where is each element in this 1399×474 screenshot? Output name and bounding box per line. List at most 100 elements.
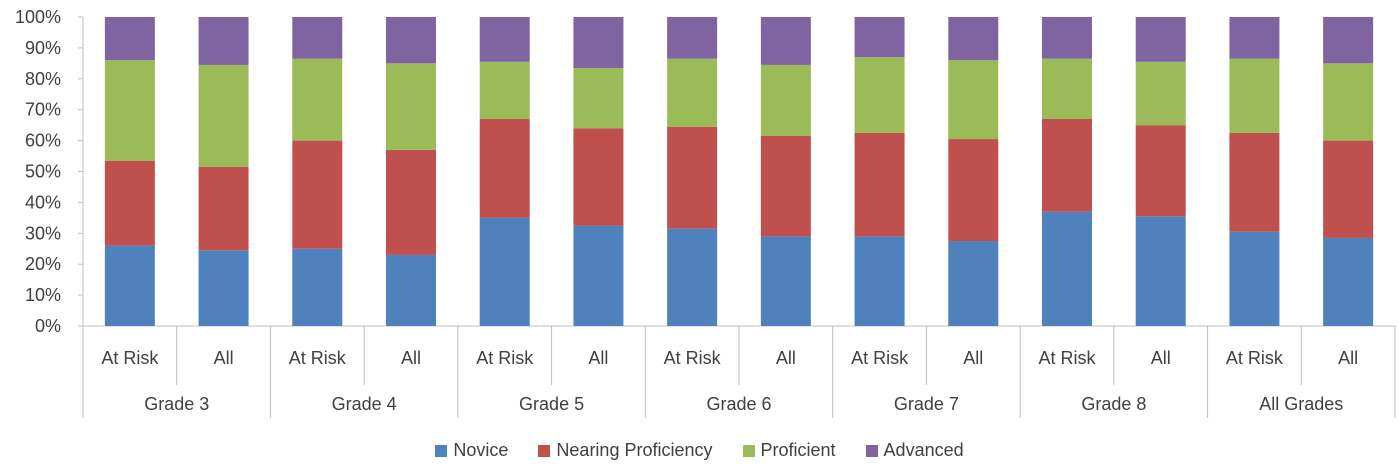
legend-swatch [435, 444, 448, 457]
y-tick-label: 90% [25, 38, 61, 58]
legend-swatch [742, 444, 755, 457]
legend-label: Nearing Proficiency [556, 440, 713, 460]
bar-segment-advanced [573, 17, 624, 68]
y-tick-label: 30% [25, 223, 61, 243]
bar-segment-proficient [1229, 58, 1280, 133]
x-group-label: All Grades [1259, 394, 1343, 414]
bar-segment-novice [1323, 237, 1374, 326]
bar-segment-nearing-proficiency [292, 140, 343, 249]
bar-segment-advanced [1323, 17, 1374, 64]
bar-segment-proficient [1042, 58, 1092, 119]
x-tick-label: All [1338, 348, 1358, 368]
legend-item-advanced: Advanced [865, 440, 964, 461]
bar-segment-novice [104, 245, 155, 326]
x-tick-label: All [963, 348, 983, 368]
bar-segment-proficient [1135, 61, 1186, 126]
bar-segment-novice [854, 236, 905, 326]
legend-label: Advanced [883, 440, 964, 460]
bar-segment-proficient [854, 57, 905, 133]
x-tick-label: At Risk [101, 348, 159, 368]
bar-segment-proficient [386, 63, 436, 150]
y-tick-label: 40% [25, 192, 61, 212]
x-group-label: Grade 5 [519, 394, 584, 414]
bar-segment-nearing-proficiency [1135, 125, 1186, 217]
y-tick-label: 70% [25, 100, 61, 120]
y-tick-label: 10% [25, 285, 61, 305]
bar-segment-proficient [292, 58, 343, 141]
bar-segment-novice [1042, 211, 1092, 326]
bar-segment-advanced [198, 17, 249, 65]
x-group-label: Grade 7 [894, 394, 959, 414]
bar-segment-nearing-proficiency [573, 128, 624, 226]
bar-segment-nearing-proficiency [104, 160, 155, 246]
bar-segment-nearing-proficiency [1042, 118, 1092, 212]
bar-segment-advanced [1135, 17, 1186, 62]
bar-segment-nearing-proficiency [1323, 140, 1374, 238]
legend-item-proficient: Proficient [742, 440, 836, 461]
bar-segment-proficient [573, 67, 624, 129]
bar-segment-nearing-proficiency [386, 149, 436, 255]
legend-item-novice: Novice [435, 440, 508, 461]
bar-segment-novice [573, 225, 624, 326]
x-tick-label: At Risk [664, 348, 722, 368]
bar-segment-proficient [198, 64, 249, 167]
x-group-label: Grade 8 [1081, 394, 1146, 414]
x-group-label: Grade 4 [332, 394, 397, 414]
legend-swatch [865, 444, 878, 457]
x-tick-label: All [401, 348, 421, 368]
bar-segment-novice [1135, 216, 1186, 326]
bar-segment-advanced [1229, 17, 1280, 59]
legend-label: Novice [453, 440, 509, 460]
bar-segment-nearing-proficiency [854, 132, 905, 237]
bar-segment-novice [1229, 231, 1280, 326]
bar-segment-proficient [479, 61, 530, 119]
x-tick-label: At Risk [476, 348, 534, 368]
bar-segment-advanced [854, 17, 905, 58]
y-tick-label: 60% [25, 131, 61, 151]
bar-segment-novice [479, 217, 530, 326]
bar-segment-advanced [292, 17, 343, 59]
bar-segment-proficient [667, 58, 718, 127]
bar-segment-nearing-proficiency [760, 135, 811, 237]
bar-segment-advanced [1042, 17, 1092, 59]
x-tick-label: At Risk [1226, 348, 1284, 368]
bar-segment-nearing-proficiency [479, 118, 530, 218]
y-tick-label: 20% [25, 254, 61, 274]
bar-segment-novice [667, 228, 718, 326]
legend-swatch [538, 444, 551, 457]
bar-segment-nearing-proficiency [1229, 132, 1280, 232]
x-tick-label: At Risk [289, 348, 347, 368]
y-tick-label: 100% [15, 7, 61, 27]
bar-segment-novice [198, 250, 249, 326]
bar-segment-advanced [386, 17, 436, 64]
x-group-label: Grade 6 [706, 394, 771, 414]
bar-segment-proficient [948, 60, 999, 140]
y-tick-label: 0% [35, 316, 61, 336]
x-tick-label: All [1151, 348, 1171, 368]
legend-label: Proficient [760, 440, 836, 460]
y-tick-label: 50% [25, 162, 61, 182]
bar-segment-novice [292, 248, 343, 326]
x-tick-label: At Risk [851, 348, 909, 368]
bar-segment-novice [760, 236, 811, 326]
bar-segment-novice [386, 254, 436, 326]
bar-segment-nearing-proficiency [667, 126, 718, 229]
bar-segment-proficient [760, 64, 811, 136]
bar-segment-advanced [760, 17, 811, 65]
x-tick-label: All [588, 348, 608, 368]
bar-segment-novice [948, 241, 999, 326]
bar-segment-nearing-proficiency [198, 166, 249, 251]
bar-segment-proficient [104, 60, 155, 161]
y-tick-label: 80% [25, 69, 61, 89]
bar-segment-advanced [479, 17, 530, 62]
x-tick-label: At Risk [1038, 348, 1096, 368]
bar-segment-nearing-proficiency [948, 139, 999, 242]
bar-segment-proficient [1323, 63, 1374, 141]
chart-legend: Novice Nearing Proficiency Proficient Advan… [0, 440, 1399, 461]
x-group-label: Grade 3 [144, 394, 209, 414]
bar-segment-advanced [104, 17, 155, 61]
bar-segment-advanced [948, 17, 999, 61]
x-tick-label: All [776, 348, 796, 368]
